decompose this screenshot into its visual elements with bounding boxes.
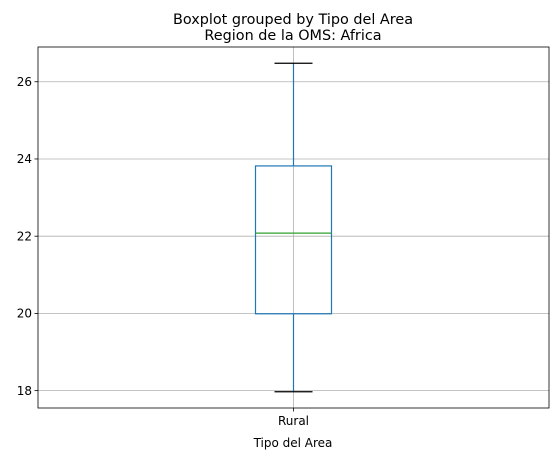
x-tick-label: Rural [278, 414, 309, 428]
boxes-layer [254, 62, 333, 393]
x-axis-ticks: Rural [278, 408, 309, 428]
y-tick-label: 26 [17, 75, 32, 89]
x-axis-label: Tipo del Area [253, 436, 333, 450]
y-tick-label: 22 [17, 229, 32, 243]
y-tick-label: 20 [17, 307, 32, 321]
y-tick-label: 24 [17, 152, 32, 166]
chart-suptitle: Boxplot grouped by Tipo del Area [173, 12, 413, 28]
box-group-rural [254, 62, 333, 393]
iqr-box [254, 165, 333, 315]
chart-title: Region de la OMS: Africa [204, 28, 381, 44]
y-axis-ticks: 18 20 22 24 26 [17, 75, 38, 398]
y-tick-label: 18 [17, 384, 32, 398]
